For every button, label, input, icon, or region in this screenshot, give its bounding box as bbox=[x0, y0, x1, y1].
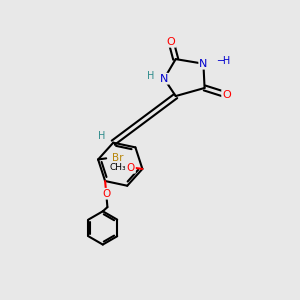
Text: N: N bbox=[160, 74, 168, 84]
Text: Br: Br bbox=[112, 153, 123, 163]
Text: N: N bbox=[199, 59, 208, 69]
Text: ─H: ─H bbox=[217, 56, 230, 66]
Text: H: H bbox=[98, 131, 105, 141]
Text: O: O bbox=[222, 90, 231, 100]
Text: O: O bbox=[127, 163, 135, 173]
Text: CH₃: CH₃ bbox=[110, 163, 127, 172]
Text: O: O bbox=[167, 37, 176, 47]
Text: O: O bbox=[102, 189, 110, 199]
Text: H: H bbox=[147, 71, 154, 81]
